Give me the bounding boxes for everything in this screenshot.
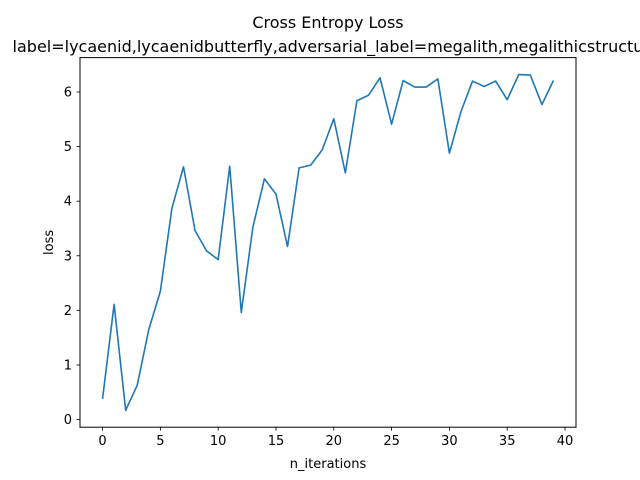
y-tick-label: 5 xyxy=(64,140,72,155)
plot-area-frame xyxy=(79,57,577,428)
x-tick-label: 25 xyxy=(383,434,400,449)
x-tick-label: 20 xyxy=(326,434,343,449)
x-tick-label: 30 xyxy=(441,434,458,449)
x-tick-label: 40 xyxy=(557,434,574,449)
series-line-0 xyxy=(101,73,555,412)
x-tick-label: 10 xyxy=(210,434,227,449)
y-tick-label: 2 xyxy=(64,304,72,319)
y-axis-label: loss xyxy=(42,230,57,255)
x-tick-label: 5 xyxy=(156,434,164,449)
y-axis-ticks: 0 1 2 3 4 5 6 xyxy=(64,85,80,428)
x-tick-label: 0 xyxy=(98,434,106,449)
series-layer xyxy=(101,73,555,412)
chart-subtitle: label=lycaenid,lycaenidbutterfly,adversa… xyxy=(13,37,640,57)
x-axis-label: n_iterations xyxy=(290,457,367,472)
x-tick-label: 15 xyxy=(268,434,285,449)
chart-title: Cross Entropy Loss xyxy=(252,13,403,32)
y-tick-label: 0 xyxy=(64,413,72,428)
x-tick-label: 35 xyxy=(499,434,516,449)
x-axis-ticks: 0 5 10 15 20 25 30 35 40 xyxy=(98,427,573,449)
y-tick-label: 4 xyxy=(64,195,72,210)
y-tick-label: 1 xyxy=(64,358,72,373)
y-tick-label: 3 xyxy=(64,249,72,264)
y-tick-label: 6 xyxy=(64,85,72,100)
